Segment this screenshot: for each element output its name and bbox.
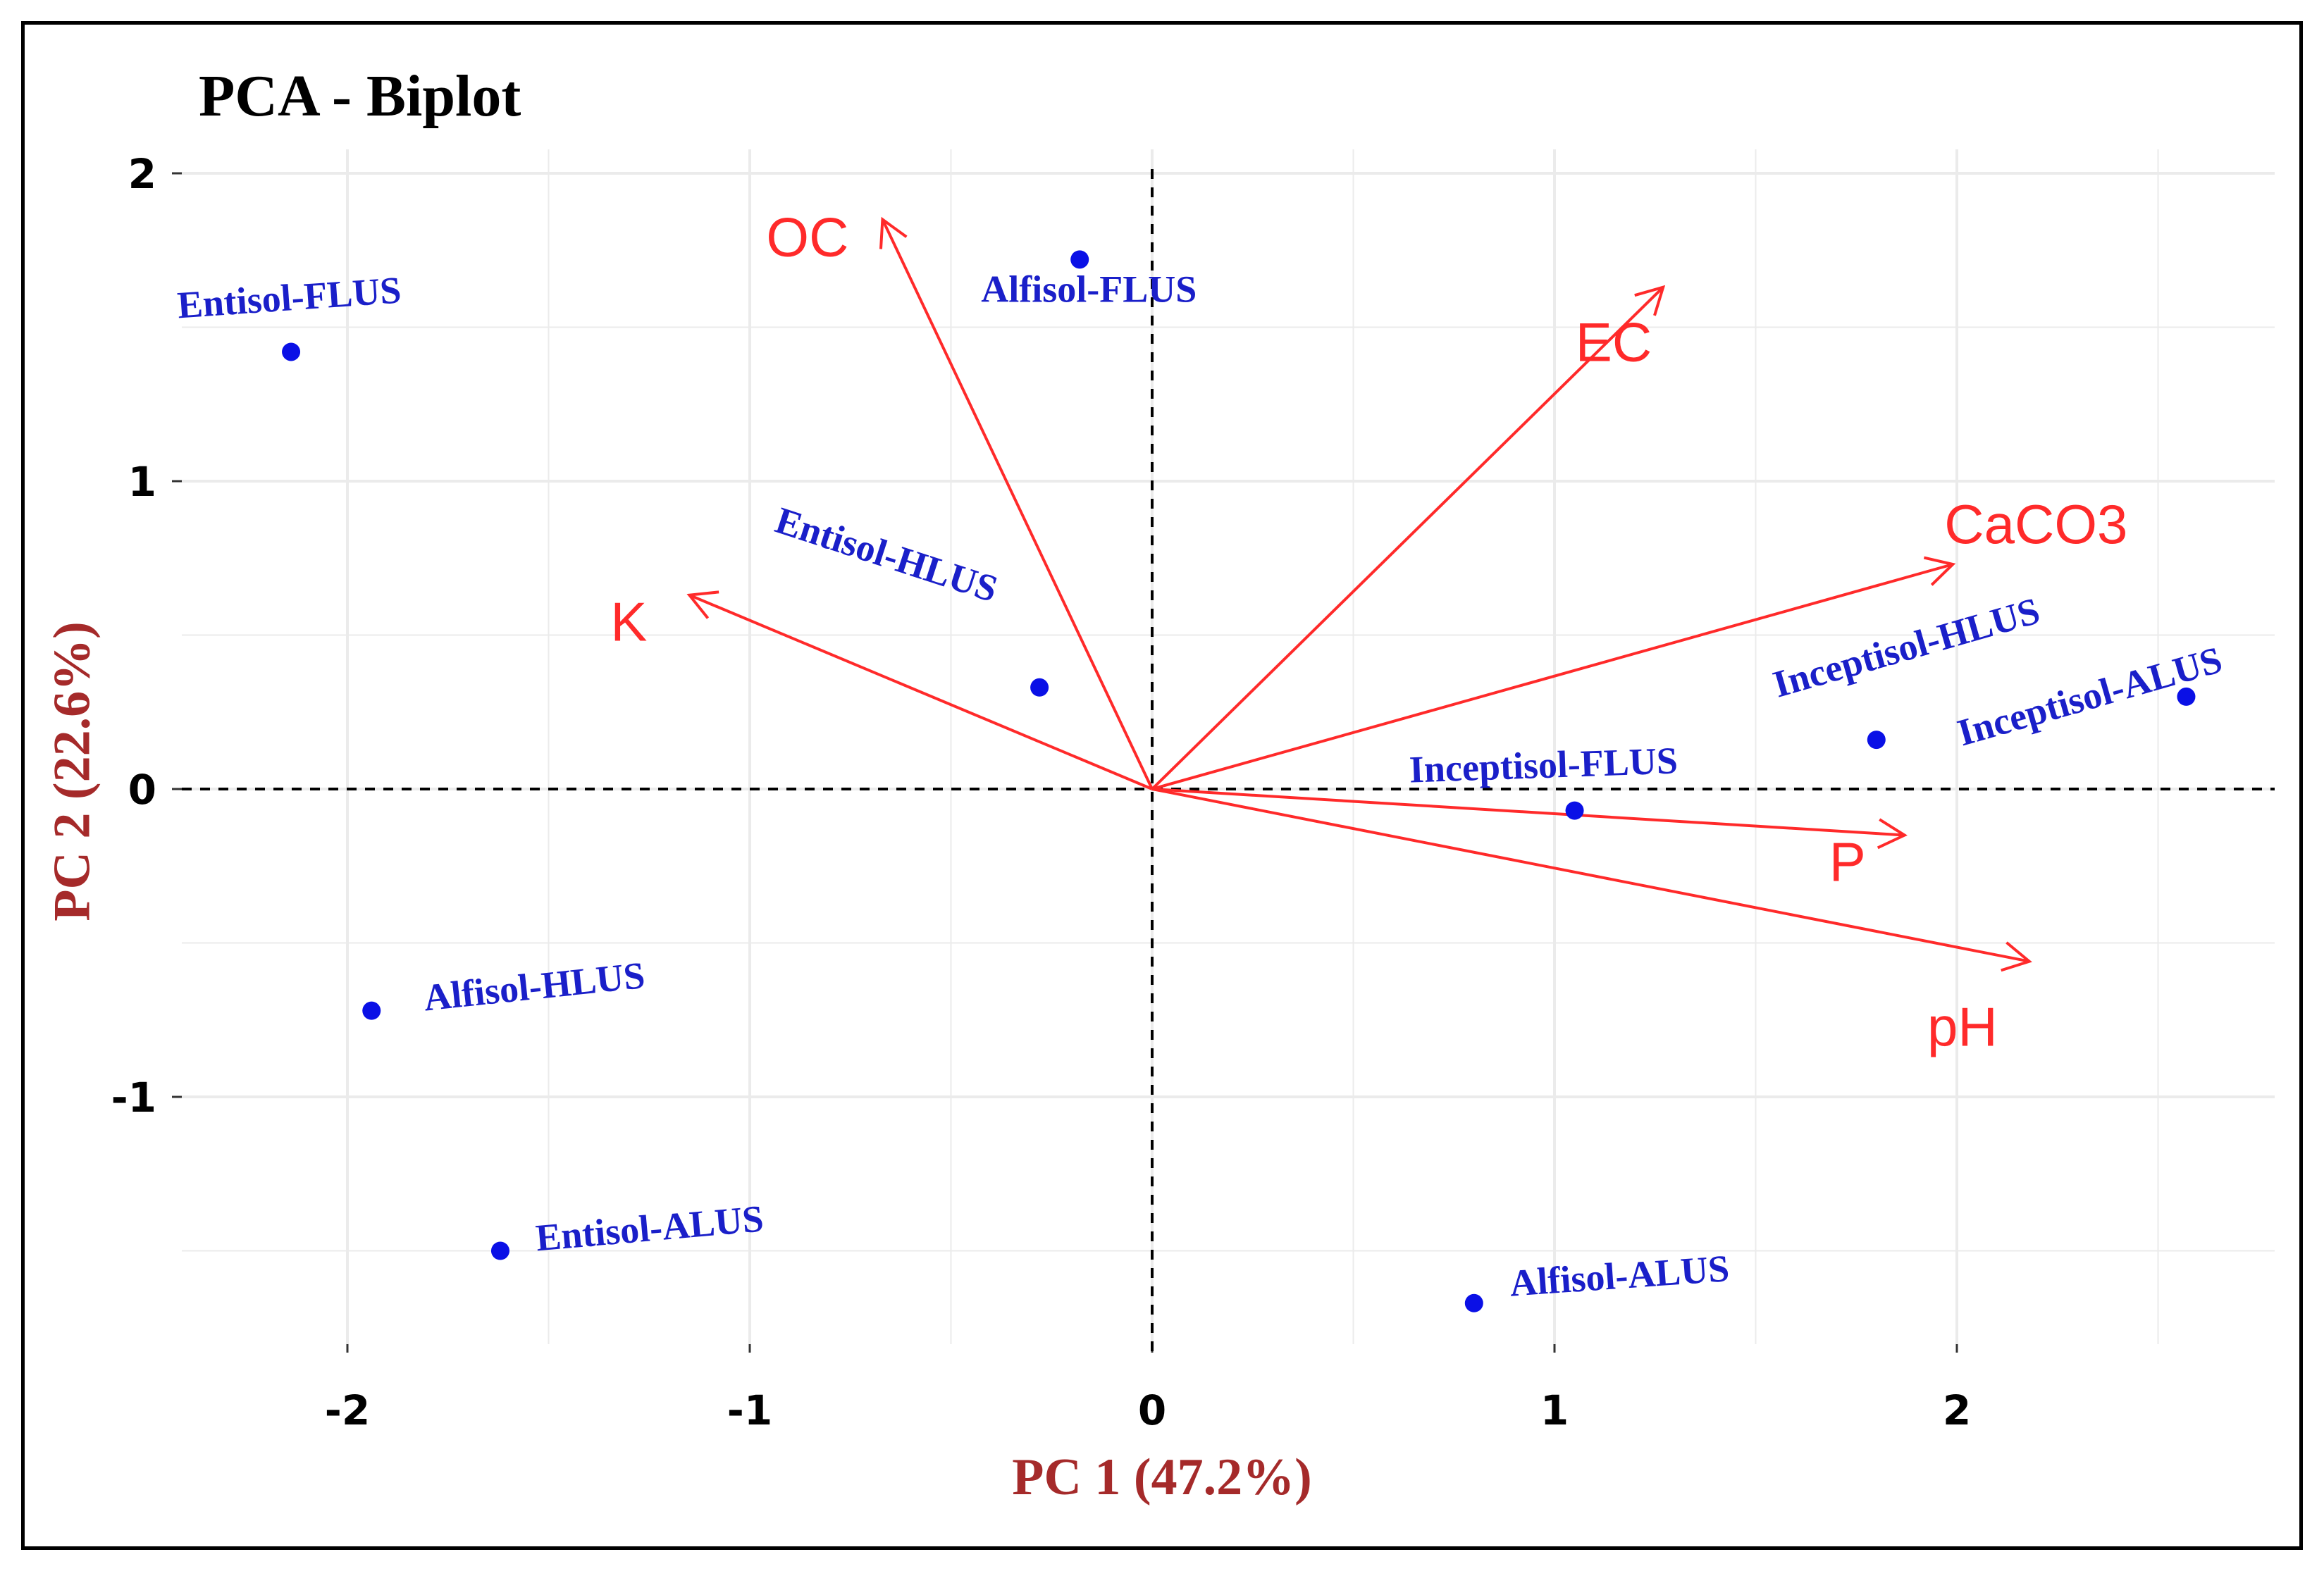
reference-lines bbox=[182, 169, 2275, 1354]
score-point-label: Alfisol-ALUS bbox=[1508, 1247, 1730, 1305]
loading-arrowhead bbox=[1877, 818, 1908, 850]
score-point-label: Alfisol-FLUS bbox=[981, 268, 1197, 310]
y-tick-label: 1 bbox=[128, 458, 156, 506]
grid-lines bbox=[182, 149, 2275, 1344]
x-tick-label: -1 bbox=[727, 1386, 772, 1434]
loading-arrow bbox=[1151, 287, 1663, 790]
score-point bbox=[282, 342, 301, 361]
loading-arrowhead bbox=[686, 590, 719, 619]
loading-vectors: OC EC CaCO3 K PpH bbox=[610, 206, 2127, 1058]
loading-arrowhead bbox=[2001, 941, 2032, 972]
loading-arrow bbox=[881, 220, 1154, 790]
score-point-label: Inceptisol-HLUS bbox=[1769, 589, 2044, 705]
score-point bbox=[1464, 1293, 1483, 1312]
loading-label: CaCO3 bbox=[1944, 493, 2127, 555]
score-point-label: Entisol-ALUS bbox=[534, 1197, 765, 1259]
y-axis-title: PC 2 (22.6%) bbox=[43, 621, 101, 921]
loading-arrow bbox=[1151, 788, 2029, 962]
x-axis-title: PC 1 (47.2%) bbox=[1012, 1448, 1312, 1506]
loading-label: K bbox=[610, 591, 647, 653]
score-point bbox=[2177, 687, 2196, 706]
score-point-label: Entisol-FLUS bbox=[176, 268, 402, 326]
x-tick-label: -2 bbox=[325, 1386, 370, 1434]
score-point bbox=[1565, 801, 1584, 820]
y-tick-label: -1 bbox=[111, 1074, 156, 1122]
axis-ticks: -2 -1 0 1 2 -1 0 1 2 bbox=[111, 150, 1972, 1434]
loading-arrow bbox=[1151, 564, 1953, 790]
y-tick-label: 2 bbox=[128, 150, 156, 198]
x-tick-label: 2 bbox=[1943, 1386, 1971, 1434]
score-point bbox=[362, 1001, 381, 1020]
score-point-label: Entisol-HLUS bbox=[770, 499, 1003, 610]
score-point bbox=[490, 1241, 509, 1260]
y-tick-label: 0 bbox=[128, 766, 156, 814]
score-point-label: Alfisol-HLUS bbox=[421, 954, 647, 1019]
score-point bbox=[1030, 678, 1049, 697]
loading-arrowhead bbox=[1634, 285, 1666, 316]
loading-label: OC bbox=[766, 206, 848, 268]
loading-arrowhead bbox=[1923, 556, 1956, 586]
chart-title: PCA - Biplot bbox=[199, 63, 521, 129]
loading-label: pH bbox=[1927, 996, 1998, 1058]
score-points: Entisol-FLUS Alfisol-FLUS Entisol-HLUS Ince… bbox=[176, 250, 2227, 1312]
x-tick-label: 0 bbox=[1138, 1386, 1166, 1434]
score-point-label: Inceptisol-FLUS bbox=[1409, 739, 1679, 790]
loading-label: P bbox=[1829, 831, 1866, 893]
loading-arrowhead bbox=[879, 216, 908, 249]
score-point bbox=[1070, 250, 1089, 269]
loading-arrow bbox=[689, 593, 1153, 790]
x-tick-label: 1 bbox=[1540, 1386, 1569, 1434]
loading-label: EC bbox=[1576, 311, 1652, 373]
score-point bbox=[1867, 731, 1886, 750]
loading-arrow bbox=[1151, 788, 1905, 836]
